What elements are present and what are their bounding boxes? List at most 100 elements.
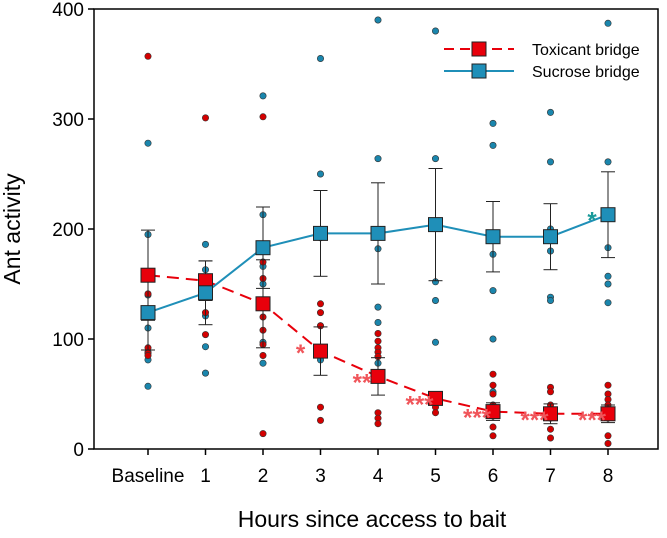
significance-markers: ****** *** *** ****	[296, 208, 607, 434]
sucrose-data-marker	[370, 225, 386, 241]
sucrose-raw-point	[374, 318, 382, 326]
x-tick-label: 3	[315, 466, 326, 487]
toxicant-raw-point	[489, 390, 497, 398]
y-axis-title: Ant activity	[0, 173, 25, 285]
sucrose-data-marker	[485, 229, 501, 245]
sucrose-raw-point	[489, 119, 497, 127]
legend-toxicant-label: Toxicant bridge	[532, 42, 640, 59]
x-axis-title: Hours since access to bait	[238, 506, 507, 532]
significance-label: ***	[463, 405, 492, 432]
sucrose-data-marker	[428, 217, 443, 233]
toxicant-data-marker	[485, 404, 501, 420]
toxicant-raw-point	[489, 423, 497, 431]
sucrose-raw-point	[604, 158, 612, 166]
toxicant-raw-point	[489, 381, 497, 389]
toxicant-data-marker	[543, 406, 558, 422]
significance-label: **	[353, 369, 372, 396]
legend-sucrose-marker	[471, 63, 487, 79]
sucrose-raw-point	[144, 382, 152, 390]
toxicant-raw-point	[259, 351, 267, 359]
sucrose-raw-point	[144, 139, 152, 147]
sucrose-raw-point	[374, 303, 382, 311]
x-tick-label: 8	[603, 466, 614, 487]
sucrose-raw-point	[604, 299, 612, 307]
x-tick-label: 6	[488, 466, 499, 487]
significance-label: *	[296, 340, 306, 367]
sucrose-raw-point	[374, 16, 382, 24]
series-markers	[140, 207, 616, 422]
toxicant-raw-point	[259, 113, 267, 121]
toxicant-raw-point	[604, 381, 612, 389]
sucrose-raw-point	[546, 296, 554, 304]
significance-label: ***	[520, 407, 549, 434]
y-tick-label: 0	[73, 440, 84, 461]
sucrose-raw-point	[259, 359, 267, 367]
toxicant-raw-point	[374, 337, 382, 345]
x-tick-label: 7	[545, 466, 556, 487]
toxicant-raw-point	[316, 309, 324, 317]
toxicant-raw-point	[316, 403, 324, 411]
x-axis: Baseline 1 2 3 4 5 6 7 8	[112, 449, 614, 487]
x-tick-label: 5	[430, 466, 441, 487]
x-tick-label: 1	[200, 466, 211, 487]
sucrose-data-marker	[313, 225, 328, 241]
significance-label: ***	[578, 407, 607, 434]
sucrose-raw-point	[259, 92, 267, 100]
toxicant-raw-point	[259, 430, 267, 438]
toxicant-raw-point	[431, 409, 439, 417]
y-tick-label: 300	[52, 110, 84, 131]
sucrose-raw-point	[316, 54, 324, 62]
toxicant-data-marker	[255, 296, 271, 312]
toxicant-raw-point	[202, 114, 210, 122]
x-tick-label: Baseline	[112, 466, 185, 487]
significance-label: ***	[405, 391, 434, 418]
sucrose-raw-point	[202, 369, 210, 377]
legend: Toxicant bridge Sucrose bridge	[444, 41, 640, 81]
toxicant-raw-point	[546, 425, 554, 433]
sucrose-raw-point	[546, 158, 554, 166]
x-tick-label: 4	[373, 466, 384, 487]
y-axis: 0 100 200 300 400	[52, 0, 94, 461]
sucrose-raw-point	[202, 343, 210, 351]
toxicant-data-marker	[370, 368, 386, 384]
legend-toxicant-marker	[471, 41, 487, 57]
sucrose-data-marker	[600, 207, 616, 223]
sucrose-data-marker	[198, 285, 213, 301]
y-tick-label: 100	[52, 330, 84, 351]
toxicant-raw-point	[489, 432, 497, 440]
sucrose-raw-point	[604, 19, 612, 27]
significance-label: *	[587, 208, 597, 235]
sucrose-raw-point	[316, 170, 324, 178]
legend-sucrose-label: Sucrose bridge	[532, 64, 640, 81]
sucrose-raw-point	[431, 338, 439, 346]
sucrose-raw-point	[431, 296, 439, 304]
toxicant-raw-point	[202, 331, 210, 339]
toxicant-raw-point	[144, 351, 152, 359]
sucrose-raw-point	[431, 27, 439, 35]
toxicant-raw-point	[546, 434, 554, 442]
toxicant-raw-point	[546, 388, 554, 396]
sucrose-raw-point	[202, 240, 210, 248]
sucrose-raw-point	[489, 335, 497, 343]
sucrose-raw-point	[604, 272, 612, 280]
sucrose-data-marker	[543, 229, 558, 245]
toxicant-raw-point	[374, 420, 382, 428]
toxicant-raw-point	[604, 439, 612, 447]
toxicant-raw-point	[374, 329, 382, 337]
toxicant-raw-point	[604, 432, 612, 440]
sucrose-raw-point	[374, 155, 382, 163]
sucrose-raw-point	[604, 280, 612, 288]
x-tick-label: 2	[258, 466, 269, 487]
toxicant-data-marker	[140, 267, 156, 283]
sucrose-data-marker	[140, 305, 156, 321]
toxicant-raw-point	[316, 416, 324, 424]
toxicant-raw-point	[316, 300, 324, 308]
y-tick-label: 200	[52, 220, 84, 241]
sucrose-raw-point	[489, 141, 497, 149]
toxicant-raw-point	[144, 52, 152, 60]
toxicant-data-marker	[600, 406, 616, 422]
toxicant-data-marker	[313, 343, 328, 359]
y-tick-label: 400	[52, 0, 84, 21]
sucrose-raw-point	[431, 155, 439, 163]
